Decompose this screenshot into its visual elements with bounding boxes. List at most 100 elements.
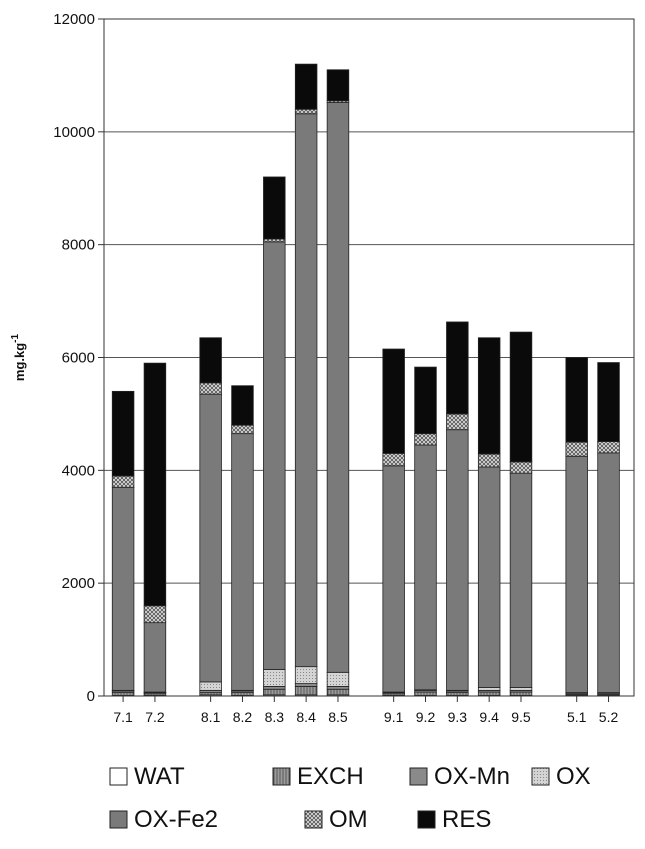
bar-segment-res	[565, 357, 588, 443]
y-tick-label: 10000	[53, 124, 95, 141]
x-tick-label: 5.1	[567, 709, 587, 725]
bar-segment-om	[143, 605, 167, 624]
bar-segment-ox	[477, 687, 501, 691]
bar-segment-om	[597, 441, 620, 454]
bar-segment-res	[597, 362, 620, 442]
legend-swatch-res	[417, 810, 436, 829]
y-tick-label: 8000	[62, 237, 95, 254]
bar-segment-ox	[326, 671, 350, 687]
x-tick-label: 9.1	[384, 709, 404, 725]
bar-segment-om	[414, 433, 437, 446]
x-tick-label: 8.2	[233, 709, 253, 725]
x-tick-label: 7.2	[145, 709, 165, 725]
bar-segment-om	[263, 238, 286, 243]
x-tick-label: 9.2	[416, 709, 436, 725]
x-tick-label: 8.4	[296, 709, 316, 725]
bar-segment-om	[111, 475, 135, 488]
bars	[111, 63, 620, 697]
bar-segment-res	[477, 337, 501, 455]
bar-segment-exch	[446, 692, 469, 696]
legend-label-res: RES	[442, 806, 491, 833]
bar-segment-ox-fe2	[263, 241, 286, 670]
gridlines	[104, 131, 634, 584]
y-axis-ticks: 0 2000 4000 6000 8000 10000 12000	[53, 11, 104, 705]
bar-segment-om	[231, 424, 254, 435]
y-axis-label: mg.kg-1	[10, 333, 27, 381]
bar-segment-res	[111, 390, 135, 477]
bar-segment-om	[294, 108, 318, 115]
bar-segment-ox-fe2	[414, 444, 437, 691]
bar-segment-ox-fe2	[509, 472, 533, 688]
legend-swatch-ox-fe2	[109, 810, 128, 829]
y-tick-label: 6000	[62, 350, 95, 367]
bar-segment-exch	[231, 692, 254, 696]
bar-segment-res	[294, 63, 318, 110]
bar-segment-ox-fe2	[143, 622, 167, 693]
legend-label-ox: OX	[556, 763, 591, 790]
bar-segment-ox	[263, 669, 286, 687]
bar-segment-ox-fe2	[565, 455, 588, 694]
x-tick-label: 8.3	[265, 709, 285, 725]
bar-segment-ox-mn	[326, 686, 350, 690]
bar-segment-exch	[263, 688, 286, 696]
bar-segment-ox-fe2	[597, 452, 620, 694]
bar-segment-ox-mn	[294, 683, 318, 687]
bar-segment-res	[143, 362, 167, 607]
bar-segment-exch	[414, 691, 437, 696]
bar-segment-exch	[509, 691, 533, 696]
bar-segment-om	[446, 413, 469, 431]
y-axis-label-exponent: -1	[10, 333, 21, 342]
bar-segment-ox-fe2	[326, 102, 350, 673]
bar-segment-om	[509, 461, 533, 474]
bar-segment-ox	[199, 681, 222, 691]
bar-segment-ox-fe2	[294, 113, 318, 668]
x-tick-label: 9.3	[448, 709, 468, 725]
bar-segment-res	[509, 331, 533, 463]
x-tick-label: 8.5	[328, 709, 348, 725]
legend: WAT EXCH OX-Mn OX OX-Fe2 OM RES	[109, 763, 591, 833]
x-tick-label: 7.1	[113, 709, 133, 725]
bar-segment-exch	[326, 688, 350, 696]
legend-swatch-ox	[531, 767, 550, 786]
bar-segment-exch	[294, 686, 318, 696]
x-tick-label: 9.4	[479, 709, 499, 725]
bar-segment-exch	[111, 692, 135, 696]
y-tick-label: 0	[87, 688, 95, 705]
bar-segment-ox-fe2	[231, 433, 254, 691]
bar-segment-ox	[509, 687, 533, 691]
y-tick-label: 2000	[62, 575, 95, 592]
x-tick-label: 5.2	[599, 709, 619, 725]
legend-swatch-wat	[109, 767, 128, 786]
bar-segment-ox	[294, 666, 318, 684]
bar-segment-res	[382, 348, 405, 454]
bar-segment-res	[414, 366, 437, 435]
y-tick-label: 12000	[53, 11, 95, 28]
x-tick-label: 9.5	[511, 709, 531, 725]
bar-segment-om	[565, 441, 588, 457]
bar-segment-om	[199, 382, 222, 395]
bar-segment-exch	[477, 691, 501, 696]
bar-segment-ox-fe2	[199, 393, 222, 683]
bar-segment-ox-fe2	[382, 465, 405, 693]
bar-segment-res	[326, 69, 350, 102]
bar-segment-res	[231, 385, 254, 426]
bar-segment-ox-fe2	[446, 429, 469, 691]
y-axis-label-unit: mg.kg	[12, 343, 27, 381]
bar-segment-om	[382, 453, 405, 467]
bar-segment-ox-fe2	[111, 486, 135, 691]
y-tick-label: 4000	[62, 462, 95, 479]
bar-segment-res	[446, 321, 469, 415]
bar-segment-res	[199, 337, 222, 384]
bar-segment-res	[263, 176, 286, 240]
bar-segment-om	[477, 453, 501, 468]
legend-label-exch: EXCH	[297, 763, 364, 790]
legend-label-wat: WAT	[134, 763, 185, 790]
legend-label-ox-fe2: OX-Fe2	[134, 806, 218, 833]
legend-label-ox-mn: OX-Mn	[434, 763, 510, 790]
legend-swatch-om	[304, 810, 323, 829]
legend-label-om: OM	[329, 806, 368, 833]
x-axis-ticks: 7.1 7.2 8.1 8.2 8.3 8.4 8.5 9.1 9.2 9.3 9.4 9.5 5.1 5…	[113, 696, 618, 725]
bar-segment-ox-fe2	[477, 466, 501, 688]
bar-segment-ox-mn	[263, 686, 286, 690]
